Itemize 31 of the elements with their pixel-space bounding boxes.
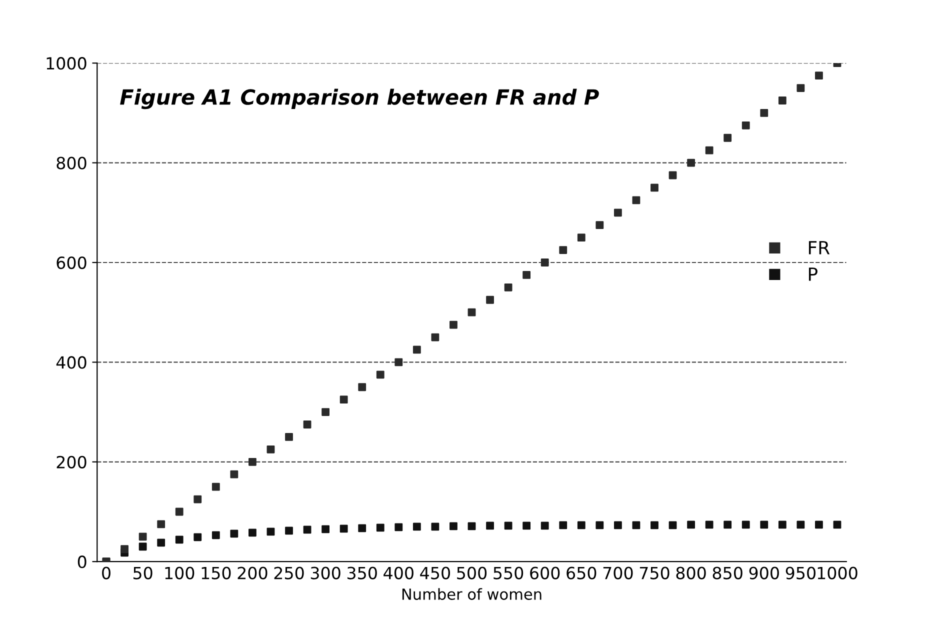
y-tick-label: 200 (56, 456, 86, 468)
x-tick-label: 900 (749, 566, 779, 580)
x-tick-label: 450 (420, 566, 450, 580)
x-axis-title: Number of women (402, 588, 542, 600)
x-tick-label: 650 (566, 566, 596, 580)
x-tick-label: 1000 (818, 566, 858, 580)
x-tick-label: 700 (603, 566, 633, 580)
y-tick-label: 400 (56, 356, 86, 369)
y-tick-label: 0 (78, 556, 86, 568)
x-tick-label: 550 (494, 566, 524, 580)
legend-label: FR (808, 241, 830, 254)
y-tick-label: 1000 (46, 57, 86, 70)
x-tick-label: 150 (202, 566, 231, 580)
x-tick-label: 950 (786, 566, 816, 580)
x-tick-label: 500 (457, 566, 487, 580)
x-tick-label: 850 (712, 566, 742, 580)
x-tick-label: 300 (310, 566, 340, 580)
x-tick-label: 100 (165, 566, 194, 580)
x-tick-label: 250 (274, 566, 304, 580)
x-tick-label: 750 (640, 566, 670, 580)
x-tick-label: 200 (238, 566, 268, 580)
x-tick-label: 50 (133, 566, 152, 580)
x-tick-label: 0 (102, 566, 110, 580)
x-tick-label: 800 (676, 566, 706, 580)
y-tick-label: 600 (56, 256, 86, 270)
legend-label: P (808, 268, 818, 281)
x-tick-label: 400 (384, 566, 414, 580)
x-tick-label: 350 (347, 566, 377, 580)
text: Figure A1 Comparison between FR and P (120, 88, 599, 110)
x-tick-label: 600 (530, 566, 560, 580)
y-tick-label: 800 (56, 156, 86, 170)
